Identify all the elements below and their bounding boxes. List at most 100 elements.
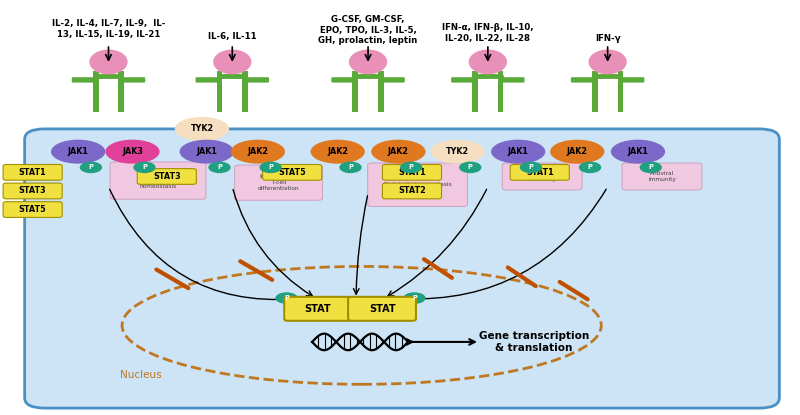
- FancyBboxPatch shape: [110, 162, 206, 199]
- Ellipse shape: [213, 49, 251, 74]
- FancyBboxPatch shape: [498, 71, 503, 112]
- Circle shape: [208, 161, 230, 173]
- FancyBboxPatch shape: [622, 163, 702, 190]
- Text: JAK1: JAK1: [508, 147, 529, 156]
- FancyBboxPatch shape: [331, 77, 355, 83]
- Text: JAK1: JAK1: [196, 147, 217, 156]
- Text: STAT: STAT: [305, 304, 331, 314]
- Text: IL-2, IL-4, IL-7, IL-9,  IL-
13, IL-15, IL-19, IL-21: IL-2, IL-4, IL-7, IL-9, IL- 13, IL-15, I…: [52, 20, 165, 39]
- Ellipse shape: [469, 49, 507, 74]
- Ellipse shape: [611, 140, 665, 164]
- FancyBboxPatch shape: [382, 183, 442, 199]
- Text: Antiviral
immunity: Antiviral immunity: [648, 171, 676, 182]
- Text: TYK2: TYK2: [446, 147, 469, 156]
- Text: P: P: [412, 295, 417, 301]
- FancyBboxPatch shape: [368, 163, 467, 207]
- FancyBboxPatch shape: [382, 164, 442, 180]
- FancyBboxPatch shape: [262, 164, 322, 180]
- Ellipse shape: [349, 49, 387, 74]
- Text: JAK2: JAK2: [388, 147, 409, 156]
- Circle shape: [80, 161, 102, 173]
- Text: JAK2: JAK2: [247, 147, 268, 156]
- FancyBboxPatch shape: [502, 163, 582, 190]
- Text: G-CSF, GM-CSF,
EPO, TPO, IL-3, IL-5,
GH, prolactin, leptin: G-CSF, GM-CSF, EPO, TPO, IL-3, IL-5, GH,…: [318, 15, 418, 45]
- FancyBboxPatch shape: [3, 202, 62, 217]
- Circle shape: [339, 161, 362, 173]
- Circle shape: [579, 161, 602, 173]
- Ellipse shape: [230, 140, 285, 164]
- FancyBboxPatch shape: [122, 77, 146, 83]
- Ellipse shape: [589, 49, 627, 74]
- FancyBboxPatch shape: [592, 71, 598, 112]
- Text: JAK1: JAK1: [68, 147, 89, 156]
- FancyBboxPatch shape: [348, 297, 416, 321]
- FancyBboxPatch shape: [621, 77, 644, 83]
- Text: P: P: [142, 164, 147, 171]
- Text: STAT5: STAT5: [19, 205, 46, 214]
- FancyBboxPatch shape: [234, 165, 322, 200]
- FancyBboxPatch shape: [472, 71, 478, 112]
- Text: P: P: [409, 164, 414, 171]
- Text: P: P: [648, 164, 654, 171]
- Ellipse shape: [310, 140, 365, 164]
- Text: Lymphocyte
proliferation &
homeostasis: Lymphocyte proliferation & homeostasis: [137, 172, 179, 189]
- Ellipse shape: [174, 117, 229, 141]
- FancyBboxPatch shape: [242, 71, 248, 112]
- FancyBboxPatch shape: [510, 164, 570, 180]
- Ellipse shape: [106, 140, 160, 164]
- Circle shape: [275, 292, 298, 304]
- FancyBboxPatch shape: [3, 183, 62, 199]
- Text: STAT2: STAT2: [398, 186, 426, 195]
- FancyBboxPatch shape: [501, 77, 525, 83]
- FancyBboxPatch shape: [3, 164, 62, 180]
- Text: IFN-γ: IFN-γ: [595, 34, 621, 43]
- Circle shape: [520, 161, 542, 173]
- Text: Myeloid cell
differentiation
Metabolic homeostasis
Erythropoiesis
Thrombopoiesis: Myeloid cell differentiation Metabolic h…: [384, 171, 451, 199]
- Text: JAK1: JAK1: [627, 147, 649, 156]
- FancyBboxPatch shape: [451, 77, 475, 83]
- FancyBboxPatch shape: [284, 297, 352, 321]
- Ellipse shape: [491, 140, 546, 164]
- FancyBboxPatch shape: [118, 71, 124, 112]
- Text: P: P: [529, 164, 534, 171]
- Text: JAK3: JAK3: [122, 147, 143, 156]
- Text: Nucleus: Nucleus: [120, 370, 162, 380]
- Text: Gene transcription
& translation: Gene transcription & translation: [479, 331, 590, 353]
- Text: P: P: [89, 164, 94, 171]
- FancyBboxPatch shape: [195, 77, 219, 83]
- Text: Inflammation
T-cell
differentiation: Inflammation T-cell differentiation: [258, 174, 299, 191]
- FancyBboxPatch shape: [381, 77, 405, 83]
- Ellipse shape: [179, 140, 234, 164]
- Circle shape: [134, 161, 156, 173]
- FancyBboxPatch shape: [138, 168, 196, 184]
- Circle shape: [259, 161, 282, 173]
- Circle shape: [403, 292, 426, 304]
- Text: STAT1: STAT1: [19, 168, 46, 177]
- Text: STAT5: STAT5: [278, 168, 306, 177]
- Circle shape: [459, 161, 482, 173]
- Text: P: P: [468, 164, 473, 171]
- Text: STAT3: STAT3: [153, 172, 181, 181]
- Text: IL-6, IL-11: IL-6, IL-11: [208, 32, 257, 41]
- FancyBboxPatch shape: [378, 71, 384, 112]
- FancyBboxPatch shape: [72, 77, 96, 83]
- FancyBboxPatch shape: [93, 71, 98, 112]
- FancyBboxPatch shape: [25, 129, 779, 408]
- Text: JAK2: JAK2: [327, 147, 348, 156]
- Text: P: P: [284, 295, 289, 301]
- Text: STAT3: STAT3: [19, 186, 46, 195]
- Text: STAT1: STAT1: [398, 168, 426, 177]
- Ellipse shape: [90, 49, 128, 74]
- Text: Antiviral
immunity: Antiviral immunity: [528, 171, 556, 182]
- FancyBboxPatch shape: [217, 71, 222, 112]
- Text: P: P: [588, 164, 593, 171]
- Text: IFN-α, IFN-β, IL-10,
IL-20, IL-22, IL-28: IFN-α, IFN-β, IL-10, IL-20, IL-22, IL-28: [442, 23, 534, 43]
- Text: STAT: STAT: [369, 304, 396, 314]
- Text: P: P: [268, 164, 273, 171]
- FancyBboxPatch shape: [353, 71, 358, 112]
- Text: TYK2: TYK2: [190, 124, 214, 133]
- Text: P: P: [217, 164, 222, 171]
- Text: JAK2: JAK2: [566, 147, 588, 156]
- FancyBboxPatch shape: [245, 77, 269, 83]
- Circle shape: [400, 161, 422, 173]
